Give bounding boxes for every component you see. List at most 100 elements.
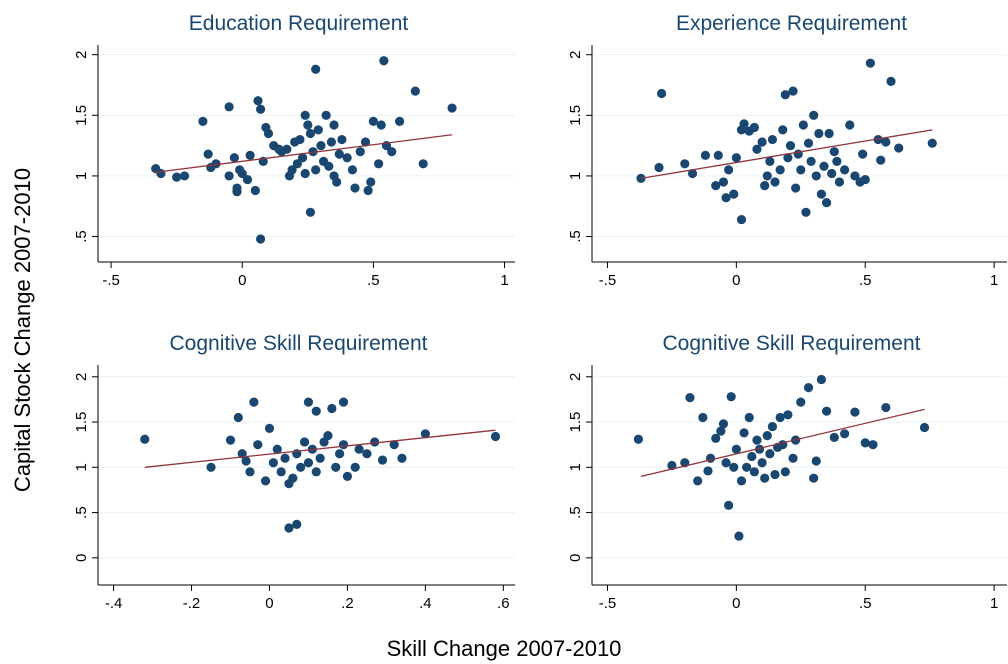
point — [379, 56, 389, 66]
point — [342, 471, 353, 481]
point — [203, 149, 213, 159]
point — [140, 434, 150, 444]
x-tick-label: -.5 — [599, 595, 617, 612]
point — [865, 58, 875, 68]
point — [366, 177, 376, 187]
point — [834, 177, 845, 187]
point — [292, 519, 302, 529]
point — [760, 181, 770, 191]
point — [331, 462, 341, 472]
point — [840, 165, 850, 175]
point — [752, 435, 762, 445]
point — [237, 168, 247, 179]
y-tick-label: 1.5 — [567, 105, 584, 126]
point — [757, 458, 767, 468]
x-tick-label: .5 — [859, 272, 872, 289]
point — [303, 120, 313, 130]
point — [747, 451, 757, 462]
point — [311, 165, 321, 175]
point — [876, 155, 886, 165]
x-tick-label: .2 — [341, 595, 354, 612]
point — [754, 444, 765, 454]
y-tick-label: 1 — [567, 463, 584, 471]
point — [387, 147, 397, 157]
point — [816, 189, 827, 199]
point — [788, 453, 798, 463]
point — [809, 110, 819, 120]
point — [260, 476, 271, 486]
point — [206, 462, 216, 472]
point — [757, 137, 767, 147]
y-tick-label: 2 — [73, 373, 90, 381]
point — [363, 185, 373, 196]
point — [311, 64, 321, 74]
point — [172, 172, 182, 182]
x-tick-label: -.5 — [102, 272, 120, 289]
point — [370, 437, 380, 447]
point — [832, 156, 842, 166]
point — [729, 189, 739, 199]
point — [313, 125, 323, 135]
point — [803, 383, 814, 393]
y-tick-label: .5 — [73, 506, 90, 519]
y-tick-label: .5 — [73, 230, 90, 243]
point — [263, 128, 274, 139]
point — [245, 467, 255, 477]
point — [829, 147, 839, 157]
point — [253, 440, 263, 450]
point — [881, 137, 891, 147]
fit-line — [640, 129, 933, 179]
point — [693, 476, 703, 486]
point — [233, 412, 243, 423]
point — [376, 120, 386, 130]
point — [749, 467, 759, 477]
point — [229, 153, 239, 163]
point — [739, 428, 749, 438]
x-axis-label: Skill Change 2007-2010 — [387, 636, 622, 661]
panel-title: Education Requirement — [189, 12, 409, 35]
x-tick-label: .5 — [859, 595, 872, 612]
point — [490, 431, 501, 442]
point — [282, 144, 292, 154]
point — [374, 159, 384, 169]
point — [332, 177, 342, 187]
x-tick-label: .6 — [497, 595, 510, 612]
point — [729, 462, 739, 472]
point — [718, 177, 729, 187]
point — [389, 440, 399, 450]
y-tick-label: .5 — [567, 506, 584, 519]
x-tick-label: 1 — [990, 272, 998, 289]
point — [762, 171, 772, 181]
point — [323, 431, 333, 441]
point — [713, 150, 723, 160]
x-tick-label: 0 — [265, 595, 273, 612]
point — [850, 171, 860, 181]
point — [809, 473, 819, 483]
point — [803, 138, 814, 148]
point — [791, 183, 801, 193]
point — [338, 397, 349, 407]
point — [821, 406, 832, 416]
point — [295, 134, 305, 145]
point — [816, 374, 827, 385]
point — [739, 119, 749, 129]
point — [241, 456, 251, 466]
point — [840, 429, 850, 439]
point — [237, 449, 247, 459]
point — [824, 128, 834, 139]
point — [721, 193, 731, 203]
point — [300, 168, 310, 179]
point — [749, 122, 759, 133]
point — [299, 437, 310, 447]
point — [342, 153, 352, 163]
point — [814, 128, 824, 139]
fit-line — [144, 429, 496, 468]
point — [288, 473, 298, 483]
x-tick-label: 1 — [990, 595, 998, 612]
point — [311, 467, 321, 477]
point — [326, 137, 337, 147]
point — [780, 467, 790, 477]
point — [873, 134, 883, 145]
y-tick-label: 0 — [73, 554, 90, 562]
point — [250, 185, 260, 196]
